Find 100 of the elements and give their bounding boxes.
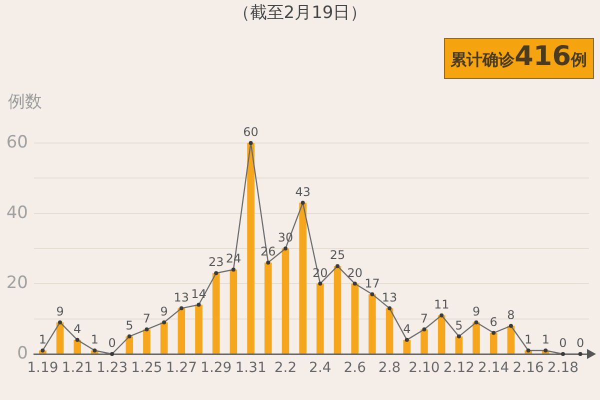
bar xyxy=(472,322,480,354)
bar xyxy=(160,322,168,354)
point xyxy=(127,334,132,338)
point xyxy=(196,302,201,307)
bar xyxy=(178,308,186,354)
point xyxy=(248,141,253,145)
point xyxy=(352,282,357,286)
bar xyxy=(143,329,150,354)
x-tick-label: 1.31 xyxy=(235,360,266,376)
x-tick-label: 2.12 xyxy=(443,360,475,376)
data-label: 8 xyxy=(507,308,515,322)
point xyxy=(266,260,270,265)
bar xyxy=(230,270,238,354)
bar xyxy=(386,308,394,354)
x-tick-label: 2.16 xyxy=(512,360,544,376)
data-label: 23 xyxy=(208,255,224,270)
point xyxy=(422,327,426,332)
data-label: 7 xyxy=(142,312,151,326)
bar xyxy=(368,294,376,354)
point xyxy=(318,282,322,286)
bar xyxy=(455,336,463,354)
data-label: 1 xyxy=(524,332,532,347)
x-tick-label: 2.10 xyxy=(408,360,440,376)
x-tick-label: 1.29 xyxy=(200,360,232,376)
data-label: 0 xyxy=(576,336,584,350)
data-label: 13 xyxy=(174,290,190,304)
bar xyxy=(126,336,134,354)
x-tick-label: 1.21 xyxy=(62,360,93,376)
data-label: 7 xyxy=(420,312,428,326)
point xyxy=(214,271,218,276)
x-tick-label: 2.6 xyxy=(344,360,366,376)
point xyxy=(75,338,80,342)
bar xyxy=(490,332,498,354)
data-label: 9 xyxy=(56,304,64,318)
data-label: 4 xyxy=(74,322,82,336)
point xyxy=(336,264,340,268)
point xyxy=(370,292,374,296)
point xyxy=(144,327,149,332)
chart-title: （截至2月19日） xyxy=(232,2,368,24)
bar xyxy=(195,304,202,354)
x-tick-label: 1.23 xyxy=(96,360,128,376)
point xyxy=(560,352,565,356)
point xyxy=(58,320,62,324)
point xyxy=(110,352,114,356)
text: 累计确诊416例 xyxy=(450,41,587,72)
bar xyxy=(247,143,254,354)
x-tick-label: 1.27 xyxy=(166,360,198,376)
bar xyxy=(351,284,358,354)
point xyxy=(508,324,513,328)
data-label: 1 xyxy=(38,332,46,347)
bar xyxy=(282,248,290,354)
data-label: 43 xyxy=(295,184,310,199)
bar xyxy=(299,202,306,354)
bar xyxy=(74,340,81,354)
y-axis-title: 例数 xyxy=(8,91,42,113)
data-label: 20 xyxy=(347,266,362,280)
y-tick-label: 20 xyxy=(6,273,28,294)
point xyxy=(492,330,496,335)
point xyxy=(456,334,461,338)
point xyxy=(404,338,409,342)
bar xyxy=(316,284,324,354)
bar xyxy=(438,315,446,354)
data-label: 60 xyxy=(243,125,258,140)
bar xyxy=(403,340,411,354)
point xyxy=(578,352,582,356)
data-label: 5 xyxy=(126,318,134,333)
data-label: 6 xyxy=(490,315,498,330)
point xyxy=(283,246,288,250)
point xyxy=(474,320,478,324)
x-tick-label: 2.8 xyxy=(378,360,401,376)
x-tick-label: 2.14 xyxy=(478,360,510,376)
bar xyxy=(420,329,428,354)
bar xyxy=(212,273,220,354)
x-tick-label: 1.19 xyxy=(27,360,58,376)
data-label: 4 xyxy=(403,322,411,336)
data-label: 1 xyxy=(542,332,550,347)
x-tick-label: 1.25 xyxy=(131,360,162,376)
data-label: 13 xyxy=(382,290,398,304)
data-label: 9 xyxy=(472,304,480,318)
point xyxy=(440,313,444,318)
point xyxy=(388,306,392,310)
point xyxy=(231,268,236,272)
point xyxy=(179,306,184,310)
bar xyxy=(334,266,342,354)
point xyxy=(300,200,305,205)
y-tick-label: 0 xyxy=(17,343,28,364)
x-tick-label: 2.18 xyxy=(547,360,579,376)
x-tick-label: 2.2 xyxy=(274,360,297,376)
data-label: 0 xyxy=(108,336,116,350)
data-label: 25 xyxy=(330,248,346,262)
x-tick-label: 2.4 xyxy=(309,360,332,376)
data-label: 11 xyxy=(434,297,450,312)
data-label: 17 xyxy=(364,276,380,290)
data-label: 0 xyxy=(559,336,567,350)
y-tick-label: 60 xyxy=(6,132,28,152)
data-label: 5 xyxy=(455,318,463,333)
bar xyxy=(264,262,272,354)
data-label: 1 xyxy=(90,332,99,347)
point xyxy=(162,320,166,324)
y-tick-label: 40 xyxy=(6,202,28,223)
